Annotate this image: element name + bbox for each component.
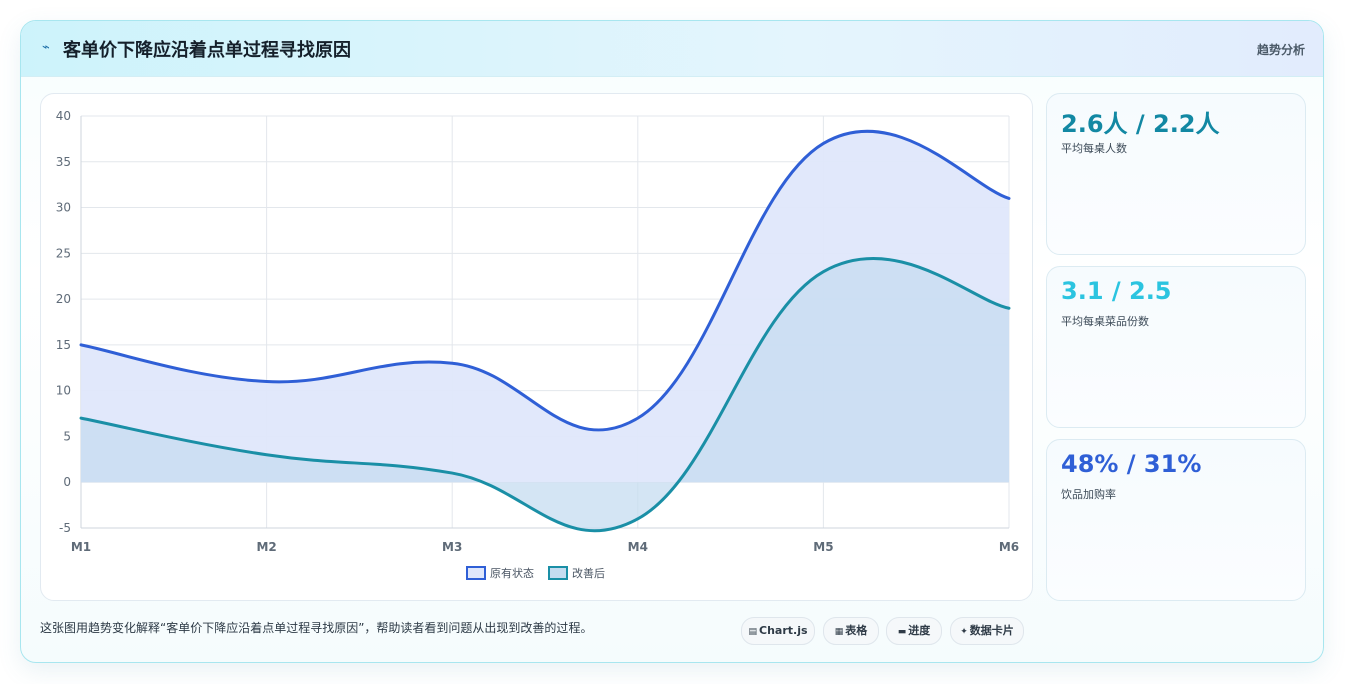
x-tick-label: M2 [256, 540, 276, 554]
y-tick-label: -5 [59, 521, 71, 535]
y-tick-label: 40 [56, 109, 71, 123]
chart-caption: 这张图用趋势变化解释“客单价下降应沿着点单过程寻找原因”，帮助读者看到问题从出现… [40, 621, 593, 635]
y-tick-label: 20 [56, 292, 71, 306]
kpi-value: 48% / 31% [1061, 450, 1202, 478]
series-line-1 [79, 257, 1011, 533]
chip-table[interactable]: ▦ 表格 [823, 617, 879, 645]
y-tick-label: 35 [56, 155, 71, 169]
chip-chartjs[interactable]: ▤ Chart.js [741, 617, 815, 645]
x-tick-label: M3 [442, 540, 462, 554]
sparkle-icon: ✦ [960, 627, 968, 637]
y-tick-label: 25 [56, 246, 71, 260]
x-tick-label: M4 [628, 540, 648, 554]
kpi-card-drinks: 48% / 31% 饮品加购率 [1046, 439, 1306, 601]
kpi-card-table-size: 2.6人 / 2.2人 平均每桌人数 [1046, 93, 1306, 255]
trend-chart: -5 0 5 10 15 20 25 30 35 40 M1 M2 M3 M4 M5 M6 [56, 109, 1019, 554]
kpi-value: 2.6人 / 2.2人 [1061, 110, 1220, 138]
kpi-card-dishes: 3.1 / 2.5 平均每桌菜品份数 [1046, 266, 1306, 428]
y-tick-label: 0 [63, 475, 71, 489]
chip-data-card[interactable]: ✦ 数据卡片 [950, 617, 1024, 645]
page-title: 客单价下降应沿着点单过程寻找原因 [63, 40, 351, 61]
chart-icon: ▤ [748, 627, 757, 637]
kpi-value: 3.1 / 2.5 [1061, 277, 1172, 305]
analysis-card: ⌁ 客单价下降应沿着点单过程寻找原因 趋势分析 -5 0 5 10 15 20 25 30 35… [20, 20, 1324, 663]
series-line-0 [79, 129, 1011, 432]
trend-icon: ⌁ [42, 40, 50, 55]
y-tick-label: 15 [56, 338, 71, 352]
legend-swatch-improved[interactable] [548, 566, 568, 580]
x-tick-label: M1 [71, 540, 91, 554]
kpi-label: 平均每桌菜品份数 [1061, 315, 1149, 328]
legend-label-improved[interactable]: 改善后 [572, 567, 605, 580]
kpi-label: 平均每桌人数 [1061, 142, 1127, 155]
chart-panel: -5 0 5 10 15 20 25 30 35 40 M1 M2 M3 M4 M5 M6 原有状态 改善后 [40, 93, 1033, 601]
trend-analysis-tag: 趋势分析 [1256, 43, 1305, 57]
y-tick-label: 10 [56, 384, 71, 398]
y-tick-label: 30 [56, 201, 71, 215]
y-tick-label: 5 [63, 429, 71, 443]
series-area-1 [81, 258, 1009, 531]
legend-label-original[interactable]: 原有状态 [490, 567, 534, 580]
legend-swatch-original[interactable] [466, 566, 486, 580]
kpi-label: 饮品加购率 [1061, 488, 1116, 501]
card-header: ⌁ 客单价下降应沿着点单过程寻找原因 趋势分析 [21, 21, 1323, 77]
x-tick-label: M5 [813, 540, 833, 554]
progress-icon: ▬ [897, 627, 907, 637]
x-tick-label: M6 [999, 540, 1019, 554]
table-icon: ▦ [834, 627, 844, 637]
chip-progress[interactable]: ▬ 进度 [886, 617, 942, 645]
